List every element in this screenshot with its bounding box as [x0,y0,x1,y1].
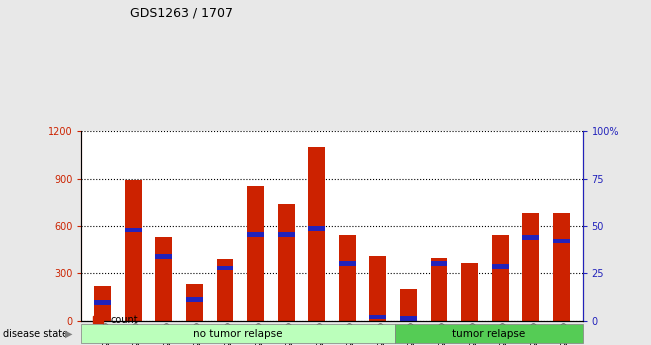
Bar [492,264,508,269]
Bar [522,235,539,240]
Bar [156,254,173,259]
Bar [309,147,325,321]
Bar [553,213,570,321]
Bar [94,286,111,321]
Bar [125,180,142,321]
Bar [339,261,355,266]
Bar [400,316,417,321]
Bar [94,300,111,305]
Bar [309,226,325,231]
Bar [278,232,294,237]
Text: no tumor relapse: no tumor relapse [193,329,283,339]
Bar [125,228,142,232]
Bar [492,235,508,321]
Legend: count, percentile rank within the sample: count, percentile rank within the sample [89,311,280,344]
Bar [247,186,264,321]
Text: GDS1263 / 1707: GDS1263 / 1707 [130,7,233,20]
Bar [278,204,294,321]
Bar [430,258,447,321]
Bar [156,237,173,321]
Text: tumor relapse: tumor relapse [452,329,525,339]
Bar [186,285,203,321]
Bar [522,213,539,321]
Bar [400,289,417,321]
Bar [370,315,386,319]
Bar [461,263,478,321]
Bar [217,266,234,270]
Text: disease state: disease state [3,329,68,339]
Bar [217,259,234,321]
Bar [430,261,447,266]
Bar [339,235,355,321]
Bar [553,239,570,243]
Bar [186,297,203,302]
Bar [247,232,264,237]
Bar [370,256,386,321]
Text: ▶: ▶ [64,329,72,339]
